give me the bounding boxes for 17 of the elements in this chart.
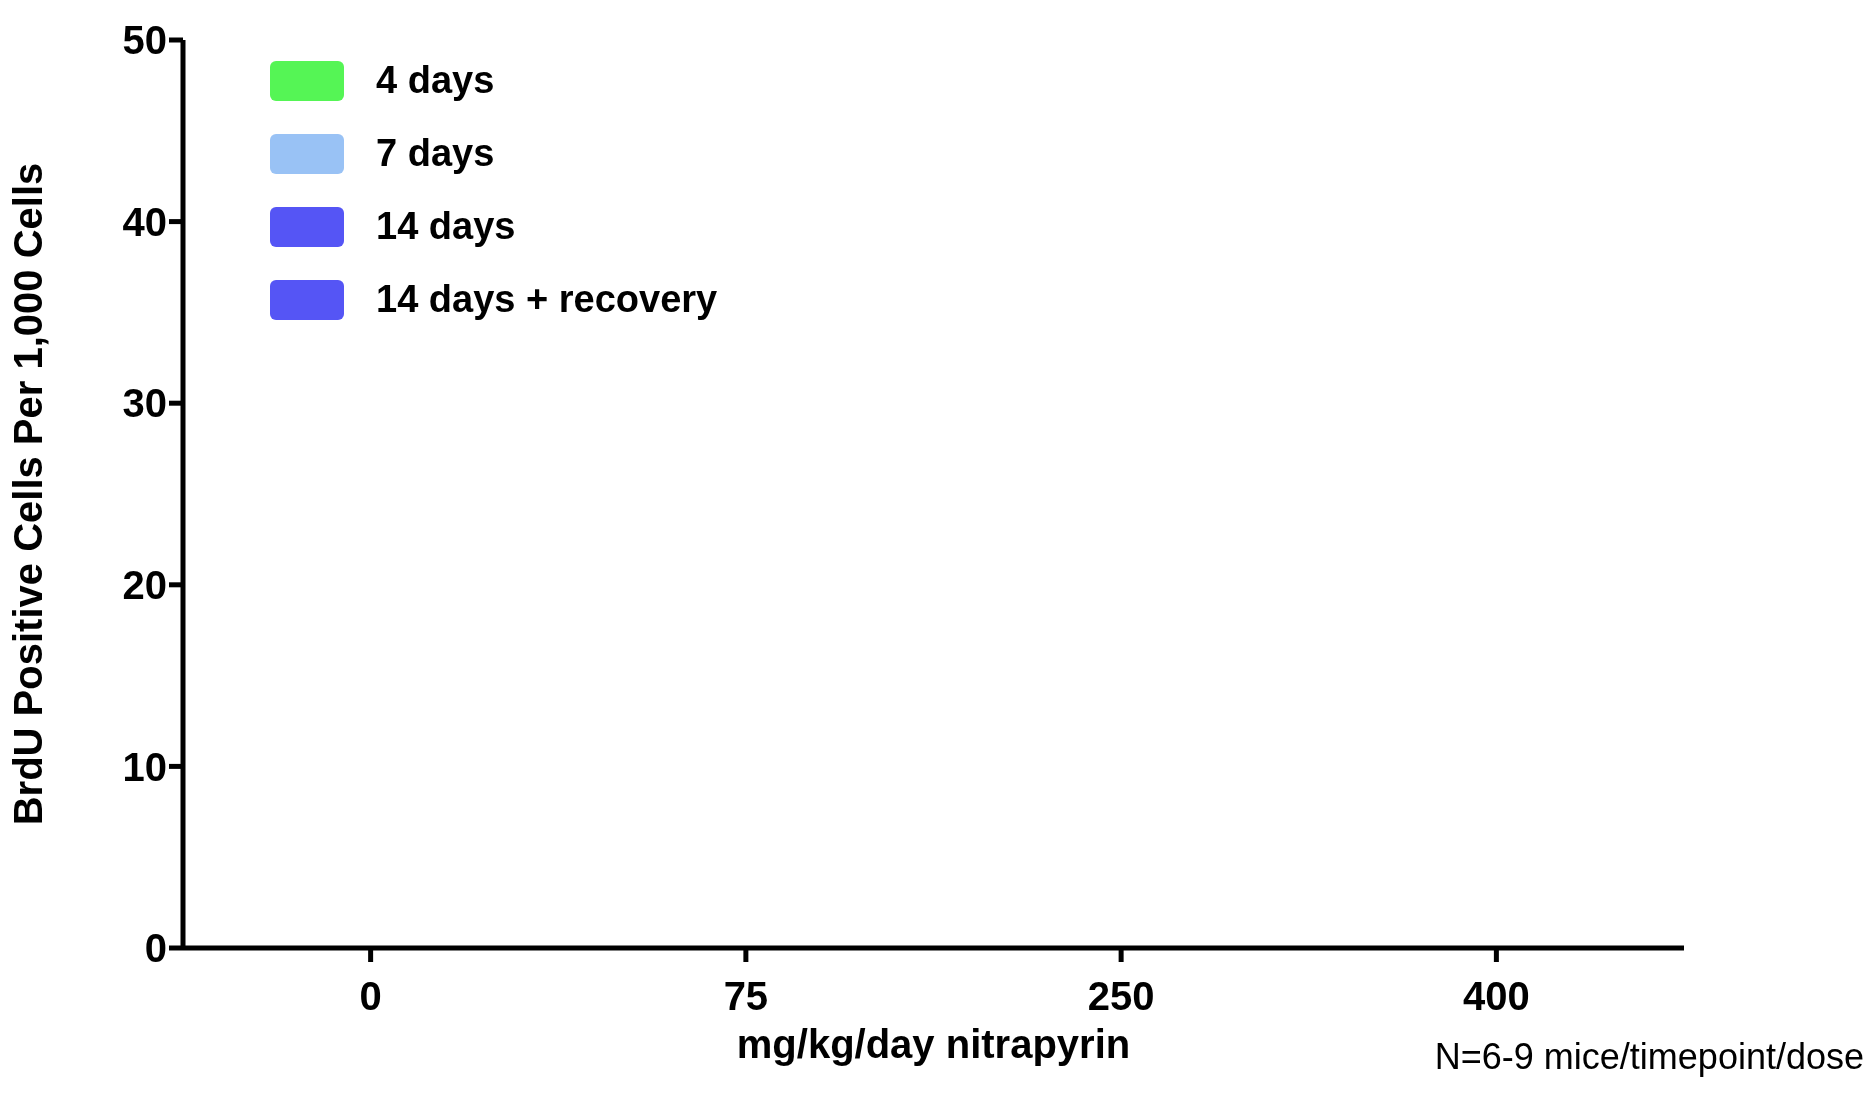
y-axis-title: BrdU Positive Cells Per 1,000 Cells: [6, 162, 51, 826]
x-tick-label: 75: [723, 974, 769, 1019]
y-tick-label: 0: [144, 926, 167, 971]
x-tick-label: 400: [1463, 974, 1530, 1019]
y-tick-label: 50: [122, 18, 167, 63]
legend-label: 14 days + recovery: [376, 278, 718, 321]
legend-label: 4 days: [376, 59, 495, 102]
y-tick-label: 40: [122, 199, 167, 244]
x-tick-label: 0: [359, 974, 382, 1019]
y-tick-label: 20: [122, 563, 167, 607]
y-tick-label: 10: [122, 744, 167, 789]
y-tick-label: 30: [122, 381, 167, 426]
x-axis-title: mg/kg/day nitrapyrin: [736, 1022, 1131, 1066]
legend-label: 14 days: [376, 205, 516, 248]
legend-label: 7 days: [376, 132, 495, 175]
text: N=6-9 mice/timepoint/dose: [1434, 1036, 1864, 1078]
x-tick-label: 250: [1087, 974, 1155, 1019]
